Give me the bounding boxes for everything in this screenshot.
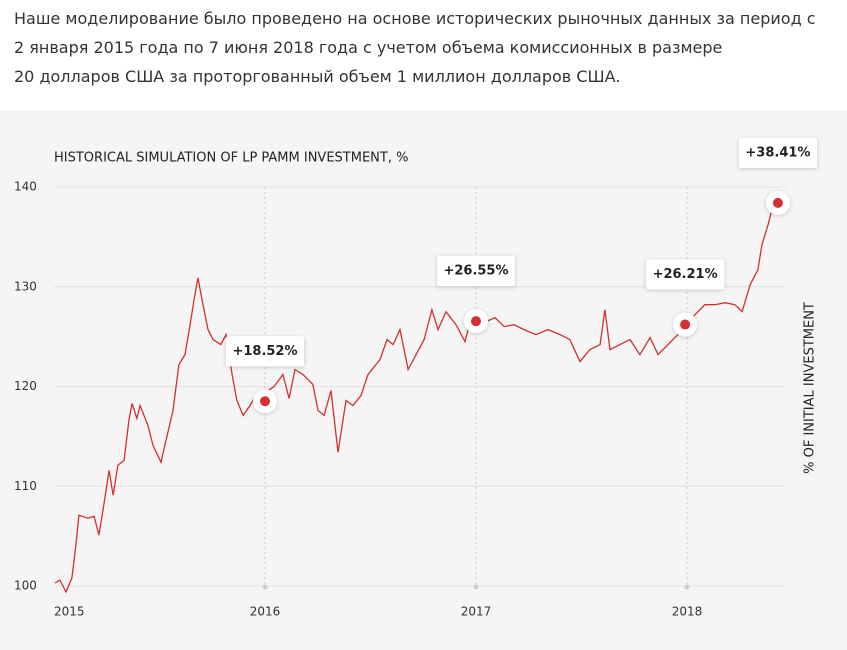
y-tick-label: 130	[14, 279, 37, 293]
annotation-box	[738, 137, 817, 168]
x-tick-label: 2017	[461, 605, 492, 619]
annotation-point	[680, 319, 691, 330]
intro-line: 20 долларов США за проторгованный объем …	[14, 67, 621, 86]
annotation-label: +38.41%	[745, 145, 810, 160]
chart: HISTORICAL SIMULATION OF LP PAMM INVESTM…	[0, 110, 847, 650]
annotation-box	[226, 336, 304, 367]
x-tick-label: 2015	[54, 605, 85, 619]
line	[54, 192, 779, 594]
intro: Наше моделирование было проведено на осн…	[14, 4, 816, 91]
annotation-label: +26.55%	[443, 264, 508, 279]
y-tick-label: 140	[14, 180, 37, 194]
intro-line: Наше моделирование было проведено на осн…	[14, 9, 816, 28]
chart-title: HISTORICAL SIMULATION OF LP PAMM INVESTM…	[54, 151, 408, 166]
y-tick-label: 120	[14, 379, 37, 393]
y-axis-label: % OF INITIAL INVESTMENT	[803, 302, 818, 474]
annotation-box	[437, 256, 515, 287]
x-tick-label: 2016	[250, 605, 281, 619]
tick-dot	[262, 584, 268, 590]
tick-dot	[684, 584, 690, 590]
annotation-point	[772, 197, 783, 208]
annotation-box	[646, 259, 725, 290]
y-tick-label: 100	[14, 579, 37, 593]
intro-line: 2 января 2015 года по 7 июня 2018 года с…	[14, 38, 723, 57]
annotation-point	[471, 316, 481, 327]
annotation-label: +26.21%	[653, 267, 718, 282]
tick-dot	[473, 584, 479, 590]
annotation-label: +18.52%	[232, 344, 297, 359]
annotation-point	[260, 396, 270, 407]
x-tick-label: 2018	[672, 605, 703, 619]
y-tick-label: 110	[14, 479, 37, 493]
